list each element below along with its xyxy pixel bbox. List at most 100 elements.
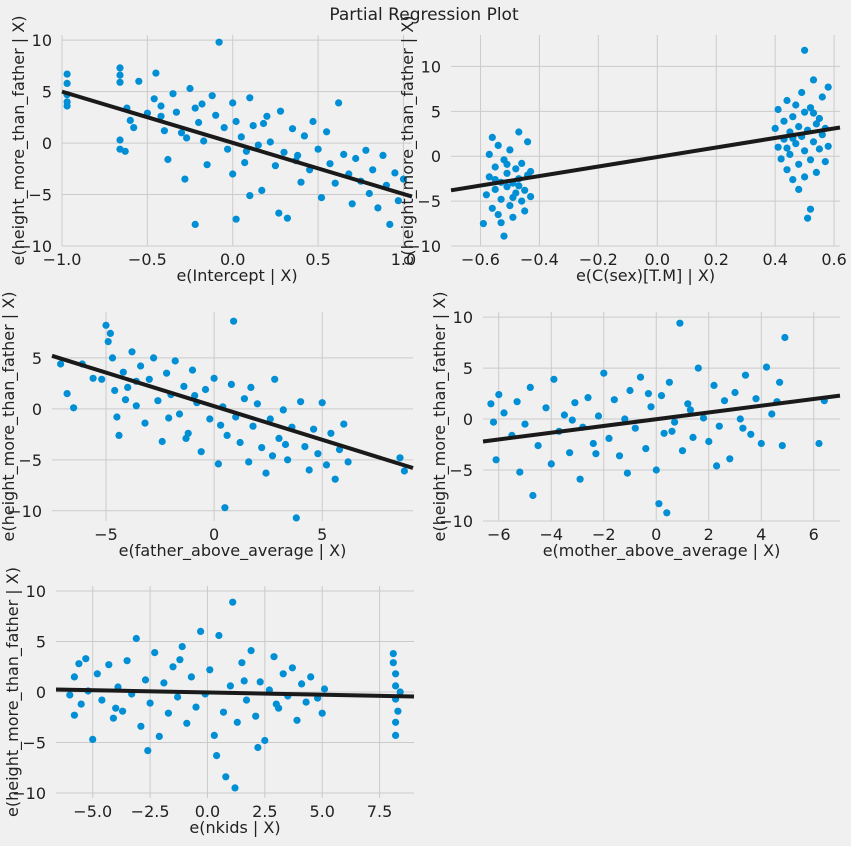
data-point [804, 214, 812, 222]
data-point [246, 192, 254, 200]
data-point [158, 437, 166, 446]
x-tick-label: 0 [651, 525, 661, 544]
data-point [809, 76, 818, 84]
data-point [160, 127, 168, 135]
data-point [314, 145, 322, 153]
data-point [113, 413, 121, 421]
data-point [626, 386, 634, 395]
data-point [676, 319, 684, 327]
data-point [154, 397, 162, 405]
data-point [172, 108, 180, 116]
data-point [174, 693, 182, 701]
data-point [792, 140, 800, 148]
data-point [776, 378, 784, 386]
data-point [222, 773, 230, 781]
data-point [241, 159, 249, 167]
data-point [396, 688, 404, 696]
data-point [288, 664, 296, 672]
data-point [801, 147, 809, 155]
data-point [494, 211, 502, 219]
data-point [177, 129, 186, 137]
data-point [203, 161, 211, 169]
data-point [340, 420, 348, 428]
data-point [320, 685, 329, 693]
fit-line [61, 89, 413, 199]
data-point [109, 714, 117, 722]
x-tick-label: −1.0 [43, 250, 82, 269]
data-point [171, 357, 179, 365]
data-point [197, 627, 205, 636]
data-point [686, 406, 695, 414]
data-point [795, 185, 803, 193]
data-point [801, 108, 809, 116]
fit-line [55, 687, 415, 699]
data-point [126, 116, 134, 124]
data-point [485, 173, 493, 181]
data-point [116, 71, 124, 79]
data-point [63, 102, 71, 110]
data-point [663, 509, 671, 517]
data-point [169, 663, 177, 671]
x-tick-label: 0.0 [645, 250, 670, 269]
data-point [513, 398, 521, 406]
y-tick-label: 5 [463, 359, 473, 378]
data-point [275, 209, 283, 217]
data-point [197, 448, 205, 456]
data-point [492, 456, 500, 464]
x-axis-label: e(C(sex)[T.M] | X) [576, 266, 715, 285]
data-point [256, 678, 264, 686]
data-point [642, 445, 650, 453]
data-point [815, 145, 824, 153]
data-point [660, 429, 668, 437]
data-point [710, 381, 718, 389]
data-point [258, 186, 266, 194]
data-point [487, 400, 495, 408]
data-point [206, 415, 214, 423]
data-point [104, 338, 112, 346]
data-point [270, 653, 278, 661]
data-point [731, 388, 739, 397]
data-point [164, 155, 172, 164]
data-point [301, 443, 309, 451]
data-point [526, 383, 534, 391]
data-point [547, 460, 555, 468]
data-point [297, 398, 305, 406]
data-point [792, 101, 800, 109]
data-point [141, 676, 150, 684]
y-tick-label: −5 [22, 733, 46, 752]
data-point [665, 378, 674, 386]
data-point [144, 747, 152, 755]
y-tick-label: −5 [417, 192, 441, 211]
x-tick-label: −0.5 [128, 250, 167, 269]
data-point [392, 731, 400, 740]
x-tick-label: 5.0 [309, 802, 334, 821]
data-point [509, 213, 517, 221]
data-point [318, 399, 326, 407]
data-point [160, 679, 168, 687]
data-point [500, 409, 508, 417]
data-point [340, 150, 348, 158]
data-point [694, 364, 702, 372]
data-point [818, 93, 826, 101]
data-point [365, 189, 373, 198]
data-point [186, 84, 194, 93]
data-point [589, 439, 597, 448]
x-tick-label: −0.4 [520, 250, 559, 269]
data-point [212, 111, 220, 119]
data-point [392, 718, 400, 726]
data-point [309, 117, 317, 126]
data-point [201, 385, 210, 394]
figure-title: Partial Regression Plot [329, 5, 519, 25]
data-point [314, 450, 322, 458]
data-point [684, 400, 692, 408]
x-tick-label: 0.5 [305, 250, 330, 269]
data-point [200, 137, 208, 145]
data-point [232, 215, 240, 223]
data-point [236, 438, 244, 447]
data-point [262, 469, 270, 477]
data-point [221, 504, 229, 512]
data-point [135, 77, 143, 85]
data-point [227, 380, 235, 388]
data-point [89, 374, 97, 382]
data-point [124, 383, 132, 391]
